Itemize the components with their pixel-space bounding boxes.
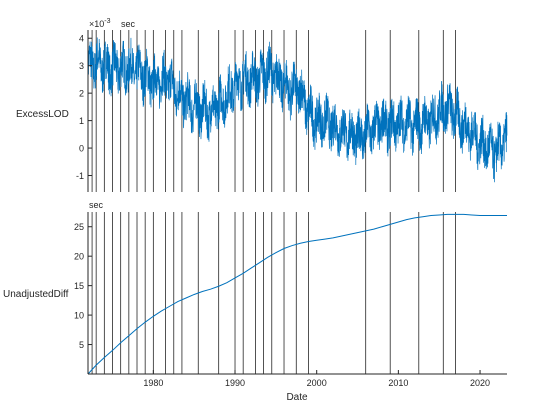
top-ytick-label-4: 4 <box>79 34 84 44</box>
bottom-ylabel: UnadjustedDiff <box>3 289 69 300</box>
top-ytick-label-0: 0 <box>79 144 84 154</box>
top-y-ticks: -1 0 1 2 3 4 <box>76 34 92 181</box>
top-exponent-power: -3 <box>104 18 110 25</box>
bottom-xtick-label-2010: 2010 <box>388 378 408 388</box>
bottom-xtick-label-1980: 1980 <box>143 378 163 388</box>
bottom-xlabel: Date <box>286 392 308 403</box>
bottom-ytick-label-25: 25 <box>74 222 84 232</box>
bottom-ytick-label-10: 10 <box>74 311 84 321</box>
bottom-subplot: 5 10 15 20 25 1980 1990 2000 2010 2020 sec Unadj… <box>3 200 507 403</box>
bottom-ytick-label-15: 15 <box>74 281 84 291</box>
bottom-y-ticks: 5 10 15 20 25 <box>74 222 92 350</box>
bottom-xtick-label-1990: 1990 <box>225 378 245 388</box>
top-ytick-label-2: 2 <box>79 89 84 99</box>
bottom-leap-lines <box>87 212 456 374</box>
bottom-unit-label: sec <box>89 200 104 210</box>
bottom-xtick-label-2000: 2000 <box>307 378 327 388</box>
bottom-x-ticks: 1980 1990 2000 2010 2020 <box>143 370 490 388</box>
top-ytick-label--1: -1 <box>76 171 84 181</box>
unadjusted-diff-series <box>87 213 507 375</box>
top-exponent-label: ×10-3 <box>89 18 111 29</box>
top-unit-label: sec <box>121 19 136 29</box>
top-ylabel: ExcessLOD <box>16 109 69 120</box>
excess-lod-series <box>87 37 508 183</box>
bottom-ytick-label-20: 20 <box>74 252 84 262</box>
top-ytick-label-1: 1 <box>79 116 84 126</box>
top-subplot: -1 0 1 2 3 4 ×10-3 sec ExcessLOD <box>16 18 508 192</box>
top-ytick-label-3: 3 <box>79 61 84 71</box>
bottom-xtick-label-2020: 2020 <box>470 378 490 388</box>
bottom-ytick-label-5: 5 <box>79 340 84 350</box>
